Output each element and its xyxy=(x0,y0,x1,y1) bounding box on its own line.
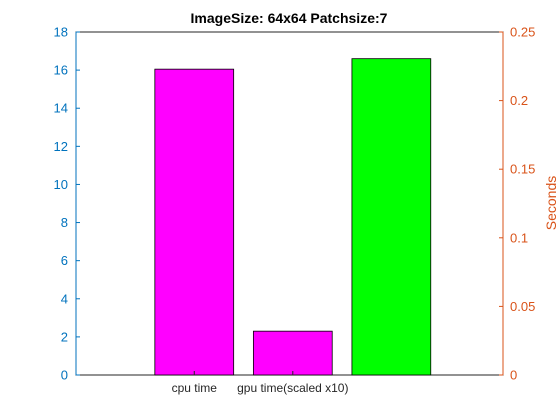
right-tick-label: 0.05 xyxy=(510,299,535,314)
left-tick-label: 2 xyxy=(61,329,68,344)
right-y-axis: 0 0.05 0.1 0.15 0.2 0.25 xyxy=(499,25,535,383)
x-tick-label: cpu time xyxy=(172,381,218,395)
right-tick-label: 0.15 xyxy=(510,162,535,177)
left-tick-label: 0 xyxy=(61,368,68,383)
left-tick-label: 10 xyxy=(54,177,68,192)
left-tick-label: 16 xyxy=(54,63,68,78)
left-tick-label: 6 xyxy=(61,253,68,268)
left-tick-label: 4 xyxy=(61,291,68,306)
right-tick-label: 0.25 xyxy=(510,25,535,40)
right-axis-label: Seconds xyxy=(543,176,559,230)
bars-group xyxy=(154,58,432,376)
right-tick-label: 0.2 xyxy=(510,93,528,108)
right-tick-label: 0.1 xyxy=(510,230,528,245)
left-tick-label: 18 xyxy=(54,25,68,40)
bar-2 xyxy=(252,330,333,376)
plot-area xyxy=(75,31,504,376)
left-tick-label: 8 xyxy=(61,215,68,230)
chart-title: ImageSize: 64x64 Patchsize:7 xyxy=(191,10,388,26)
left-y-axis: 0 2 4 6 8 10 12 14 16 18 xyxy=(54,25,80,383)
x-tick-label: gpu time(scaled x10) xyxy=(237,381,348,395)
bar-1 xyxy=(154,68,235,376)
left-tick-label: 12 xyxy=(54,139,68,154)
bar-3 xyxy=(351,58,432,376)
x-axis: cpu time gpu time(scaled x10) xyxy=(172,371,348,395)
right-tick-label: 0 xyxy=(510,368,517,383)
left-tick-label: 14 xyxy=(54,101,68,116)
